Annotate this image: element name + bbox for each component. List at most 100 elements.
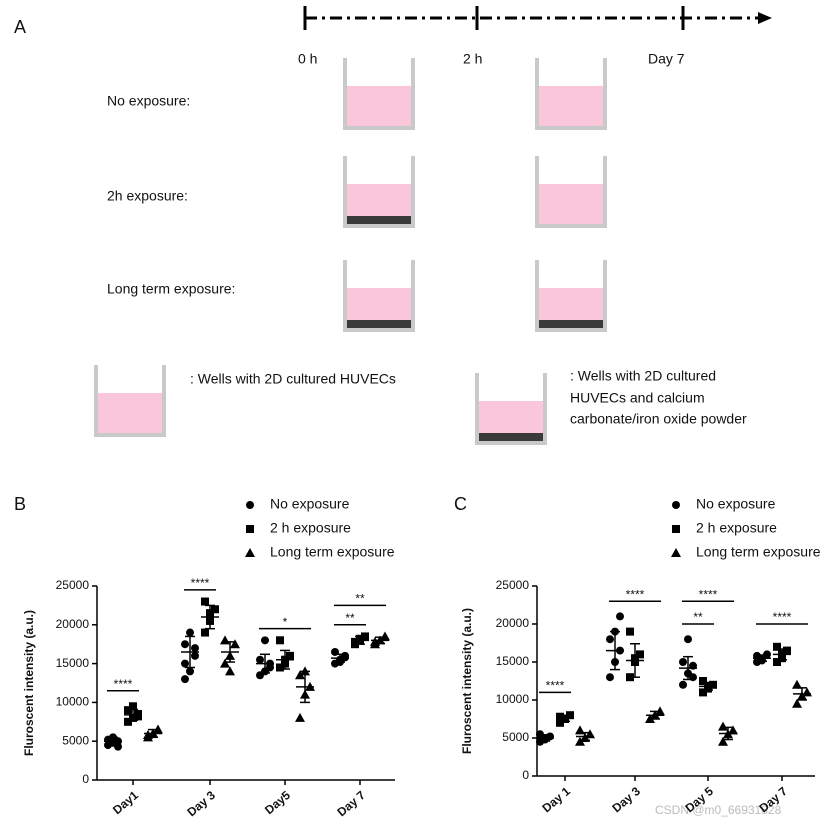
y-tick-label: 25000 [56,578,90,592]
well [535,156,607,228]
legend-marker [671,548,681,557]
point [575,736,585,746]
point [181,640,189,649]
significance-label: ** [355,592,365,606]
timeline-arrow [758,12,772,24]
y-tick-label: 10000 [56,695,90,709]
legend-label: Long term exposure [270,544,395,560]
point [606,635,614,644]
significance-label: **** [626,587,645,601]
point [295,670,305,680]
powder [345,216,413,226]
y-tick-label: 25000 [496,578,530,592]
medium [537,86,605,128]
point [124,717,132,726]
timeline-label: 0 h [298,51,317,67]
legend-label: No exposure [270,496,350,512]
well [343,156,415,228]
medium [96,393,164,435]
point [181,675,189,684]
legend-marker [246,501,254,509]
point [802,687,812,697]
point [261,636,269,645]
medium [537,184,605,226]
legend-text: carbonate/iron oxide powder [570,411,747,427]
legend-label: Long term exposure [696,544,821,560]
point [341,653,349,662]
significance-label: ** [693,610,703,624]
well [343,260,415,332]
point [134,712,142,721]
panel-label: B [14,494,26,514]
point [225,666,235,676]
point [220,635,230,645]
powder [345,320,413,330]
panel-label: C [454,494,467,514]
timeline-label: Day 7 [648,51,685,67]
point [699,677,707,685]
y-axis-label: Fluroscent intensity (a.u.) [22,610,36,756]
significance-label: **** [114,677,133,691]
legend-marker [246,525,254,533]
powder [477,433,545,443]
point [773,658,781,666]
point [286,651,294,660]
timeline-label: 2 h [463,51,482,67]
point [718,736,728,746]
row-label: 2h exposure: [107,188,188,204]
point [220,658,230,668]
legend-label: 2 h exposure [270,520,351,536]
significance-label: **** [191,576,210,590]
point [256,655,264,664]
x-tick-label: Day5 [262,788,293,817]
well [535,58,607,130]
point [709,680,717,689]
point [792,679,802,689]
x-tick-label: Day 3 [609,784,643,816]
point [684,635,692,644]
point [191,644,199,653]
significance-label: **** [546,679,565,693]
medium [345,86,413,128]
point [186,628,194,637]
point [124,706,132,715]
significance-label: **** [699,587,718,601]
point [201,628,209,637]
y-tick-label: 5000 [62,733,89,747]
point [699,688,707,697]
point [718,721,728,731]
legend-marker [672,525,680,533]
legend-text: : Wells with 2D cultured [570,368,716,384]
point [763,650,771,659]
point [181,659,189,668]
well [94,365,166,437]
y-tick-label: 15000 [496,654,530,668]
point [276,636,284,645]
point [380,631,390,641]
x-tick-label: Day 3 [184,788,218,820]
point [556,712,564,721]
y-tick-label: 0 [82,772,89,786]
y-tick-label: 10000 [496,692,530,706]
x-tick-label: Day 7 [334,788,368,820]
point [679,680,687,689]
point [616,612,624,621]
point [266,663,274,672]
point [636,650,644,659]
legend-label: No exposure [696,496,776,512]
well [535,260,607,332]
watermark: CSDN @m0_66931828 [655,803,782,817]
significance-label: * [283,615,288,629]
point [783,646,791,655]
legend-label: 2 h exposure [696,520,777,536]
y-tick-label: 5000 [502,730,529,744]
point [211,605,219,614]
significance-label: **** [773,610,792,624]
y-axis-label: Fluroscent intensity (a.u.) [460,608,474,754]
panel-label: A [14,17,26,37]
y-tick-label: 20000 [496,616,530,630]
legend-text: HUVECs and calcium [570,390,705,406]
point [114,742,122,751]
well [343,58,415,130]
